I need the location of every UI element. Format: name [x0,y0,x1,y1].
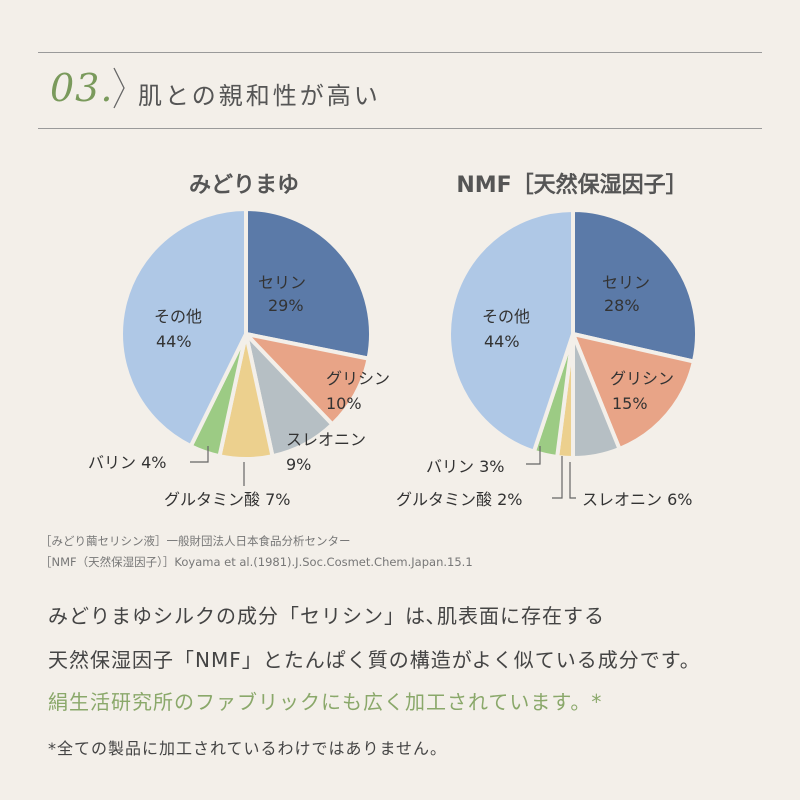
leader-line-valine-nmf [526,446,541,465]
callout-threonine-nmf: スレオニン 6% [582,490,693,509]
slice-label-glycine: グリシン [326,369,390,388]
source-line-2: ［NMF（天然保湿因子）］Koyama et al.(1981).J.Soc.C… [40,555,473,569]
body-line-3: 絹生活研究所のファブリックにも広く加工されています。* [48,690,603,714]
section-title: 肌との親和性が高い [138,82,381,110]
slice-value-threonine: 9% [286,455,311,474]
pie-slice-nmf-5 [447,208,575,454]
callout-glutamic-nmf: グルタミン酸 2% [396,490,523,509]
leader-line-valine [190,446,209,463]
pie-slice-nmf-1 [571,332,696,451]
pie-midorimayu [119,207,373,461]
slice-label-other-nmf: その他 [482,307,530,326]
body-line-2: 天然保湿因子「NMF」とたんぱく質の構造がよく似ている成分です。 [48,648,701,672]
top-rule [38,52,762,53]
slice-value-other: 44% [156,332,192,351]
callout-valine-nmf: バリン 3% [426,457,505,476]
leader-line-threonine-nmf [569,462,576,499]
callout-valine: バリン 4% [88,453,167,472]
slice-label-serine: セリン [258,273,306,292]
footnote: *全ての製品に加工されているわけではありません。 [48,739,448,758]
slice-value-glycine: 10% [326,394,362,413]
slice-value-other-nmf: 44% [484,332,520,351]
pie-slice-midorimayu-0 [244,207,373,361]
slice-value-glycine-nmf: 15% [612,394,648,413]
slice-value-serine-nmf: 28% [604,296,640,315]
leader-line-glutamic-nmf [552,456,563,499]
body-line-1: みどりまゆシルクの成分「セリシン」は､肌表面に存在する [48,604,605,628]
pie-nmf [447,208,699,460]
section-number: 03. [50,66,114,110]
pie-slice-midorimayu-5 [119,207,248,449]
slice-value-serine: 29% [268,296,304,315]
pie-charts: みどりまゆ セリン 29% グリシン 10% スレオニン 9% その他 44% … [88,172,699,509]
chart-title-nmf: NMF［天然保湿因子］ [456,172,687,198]
chart-title-midorimayu: みどりまゆ [189,173,299,198]
callout-glutamic: グルタミン酸 7% [164,490,291,509]
slice-label-glycine-nmf: グリシン [610,369,674,388]
pie-slice-nmf-0 [571,208,699,364]
slice-label-other: その他 [154,307,202,326]
header-rule [38,128,762,129]
source-line-1: ［みどり繭セリシン液］一般財団法人日本食品分析センター [40,534,351,548]
slice-label-serine-nmf: セリン [602,273,650,292]
slice-label-threonine: スレオニン [286,430,366,449]
chevron-divider-icon [113,67,125,109]
